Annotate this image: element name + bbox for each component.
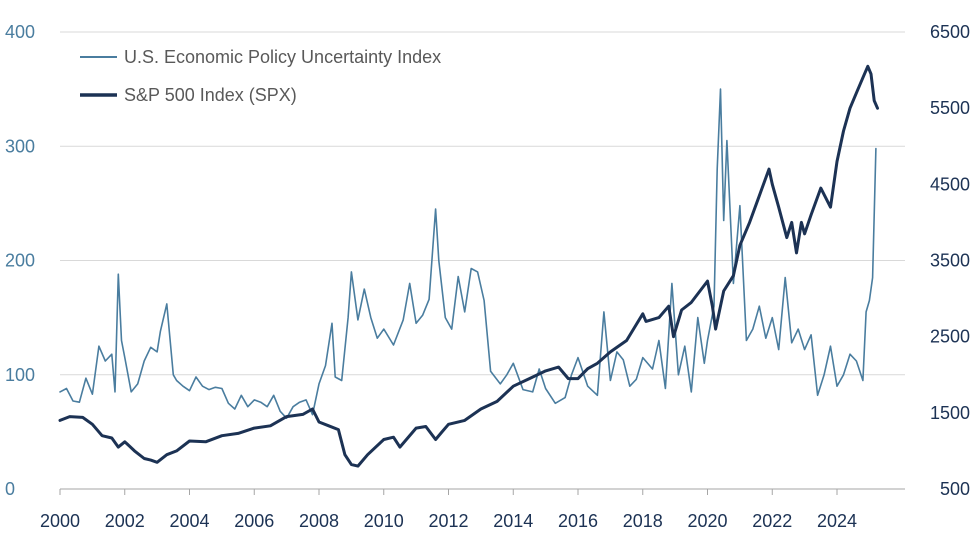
left-tick-label: 100 [5, 365, 35, 385]
left-tick-label: 0 [5, 479, 15, 499]
right-y-axis: 500 1500 2500 3500 4500 5500 6500 [930, 22, 970, 499]
left-tick-label: 200 [5, 251, 35, 271]
left-y-axis: 0 100 200 300 400 [5, 22, 35, 499]
left-tick-label: 400 [5, 22, 35, 42]
x-tick-label: 2014 [493, 511, 533, 531]
x-tick-label: 2012 [428, 511, 468, 531]
left-tick-label: 300 [5, 136, 35, 156]
x-tick-label: 2006 [234, 511, 274, 531]
x-axis-tick-labels: 2000 2002 2004 2006 2008 2010 2012 2014 2016 2018… [40, 511, 857, 531]
right-tick-label: 2500 [930, 327, 970, 347]
x-tick-label: 2018 [623, 511, 663, 531]
right-tick-label: 3500 [930, 251, 970, 271]
x-tick-label: 2004 [169, 511, 209, 531]
x-tick-label: 2008 [299, 511, 339, 531]
x-tick-label: 2020 [687, 511, 727, 531]
x-tick-label: 2000 [40, 511, 80, 531]
legend: U.S. Economic Policy Uncertainty Index S… [80, 47, 441, 105]
x-tick-label: 2002 [105, 511, 145, 531]
right-tick-label: 6500 [930, 22, 970, 42]
right-tick-label: 4500 [930, 174, 970, 194]
x-tick-label: 2016 [558, 511, 598, 531]
legend-label-epu: U.S. Economic Policy Uncertainty Index [124, 47, 441, 67]
right-tick-label: 1500 [930, 403, 970, 423]
epu-series-line [59, 88, 877, 420]
legend-label-spx: S&P 500 Index (SPX) [124, 85, 297, 105]
x-tick-label: 2024 [817, 511, 857, 531]
right-tick-label: 5500 [930, 98, 970, 118]
x-tick-label: 2010 [364, 511, 404, 531]
x-axis [59, 488, 905, 495]
right-tick-label: 500 [940, 479, 970, 499]
series-lines [58, 64, 879, 468]
gridlines [60, 31, 905, 376]
x-tick-label: 2022 [752, 511, 792, 531]
spx-series-line [58, 64, 879, 468]
